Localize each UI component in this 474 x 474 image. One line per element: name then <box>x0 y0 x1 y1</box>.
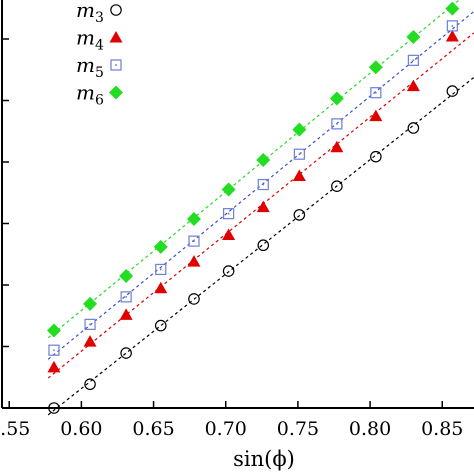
data-point-m5 <box>331 118 343 130</box>
data-point-m4 <box>256 200 270 213</box>
data-point-m6 <box>445 1 460 16</box>
legend-marker-m3 <box>110 4 122 16</box>
x-tick-label: 0.55 <box>0 418 30 440</box>
data-point-m5 <box>155 263 167 276</box>
x-tick-label: 0.60 <box>60 418 102 440</box>
data-point-m6 <box>406 29 421 44</box>
data-point-m3 <box>84 378 96 391</box>
data-point-m6 <box>153 239 168 254</box>
data-point-m3 <box>257 239 270 252</box>
data-point-m4 <box>292 169 306 181</box>
data-point-m5 <box>188 235 200 247</box>
data-point-m3 <box>407 122 420 134</box>
data-point-m5 <box>370 87 382 99</box>
data-point-m5 <box>120 291 132 303</box>
data-point-m5 <box>446 20 458 32</box>
data-point-m3 <box>446 85 459 97</box>
data-point-m4 <box>369 109 383 122</box>
legend-label-m4: m4 <box>76 26 104 54</box>
plot-area <box>46 0 474 416</box>
x-tick-label: 0.80 <box>349 418 391 440</box>
x-tick-label: 0.70 <box>205 418 247 440</box>
series-line-m4 <box>47 32 474 379</box>
axes: 0.55 0.60 0.65 0.70 0.75 0.80 0.85 <box>0 0 474 440</box>
data-point-m4 <box>330 140 344 153</box>
data-point-m3 <box>188 293 200 305</box>
legend-marker-m5 <box>110 59 122 71</box>
data-point-m4 <box>406 79 420 92</box>
data-point-m4 <box>222 228 236 240</box>
legend-label-m3: m3 <box>76 0 104 26</box>
legend-marker-m6 <box>109 85 123 100</box>
data-point-m4 <box>187 255 201 267</box>
data-point-m5 <box>48 344 60 356</box>
data-point-m4 <box>445 30 459 42</box>
data-point-m6 <box>119 268 134 283</box>
data-point-m3 <box>331 180 343 192</box>
data-point-m6 <box>46 323 61 338</box>
data-point-m3 <box>120 347 132 359</box>
data-point-m6 <box>329 91 344 106</box>
data-point-m6 <box>292 122 307 137</box>
data-point-m5 <box>293 148 305 160</box>
data-point-m4 <box>154 281 168 294</box>
data-point-m3 <box>370 150 382 163</box>
x-tick-label: 0.75 <box>277 418 319 440</box>
data-point-m3 <box>222 265 235 277</box>
legend-label-m5: m5 <box>76 53 104 81</box>
data-point-m5 <box>257 178 269 191</box>
data-point-m6 <box>368 60 383 75</box>
series-line-m3 <box>47 76 474 416</box>
data-point-m5 <box>223 208 235 220</box>
legend-label-m6: m6 <box>76 81 104 109</box>
data-point-m6 <box>83 296 98 311</box>
data-point-m4 <box>83 335 97 347</box>
series-line-m6 <box>47 0 461 339</box>
data-point-m4 <box>119 308 133 320</box>
data-point-m3 <box>293 209 306 221</box>
data-point-m5 <box>84 318 96 330</box>
data-point-m3 <box>154 319 167 332</box>
data-point-m6 <box>186 211 201 226</box>
series-line-m5 <box>47 10 474 360</box>
x-tick-label: 0.65 <box>132 418 174 440</box>
data-point-m6 <box>256 152 271 167</box>
legend-marker-m4 <box>109 31 123 43</box>
data-point-m4 <box>47 360 61 373</box>
data-point-m5 <box>407 54 419 66</box>
x-tick-label: 0.85 <box>421 418 463 440</box>
data-point-m6 <box>221 182 236 197</box>
x-axis-label: sin(ϕ) <box>233 447 295 471</box>
